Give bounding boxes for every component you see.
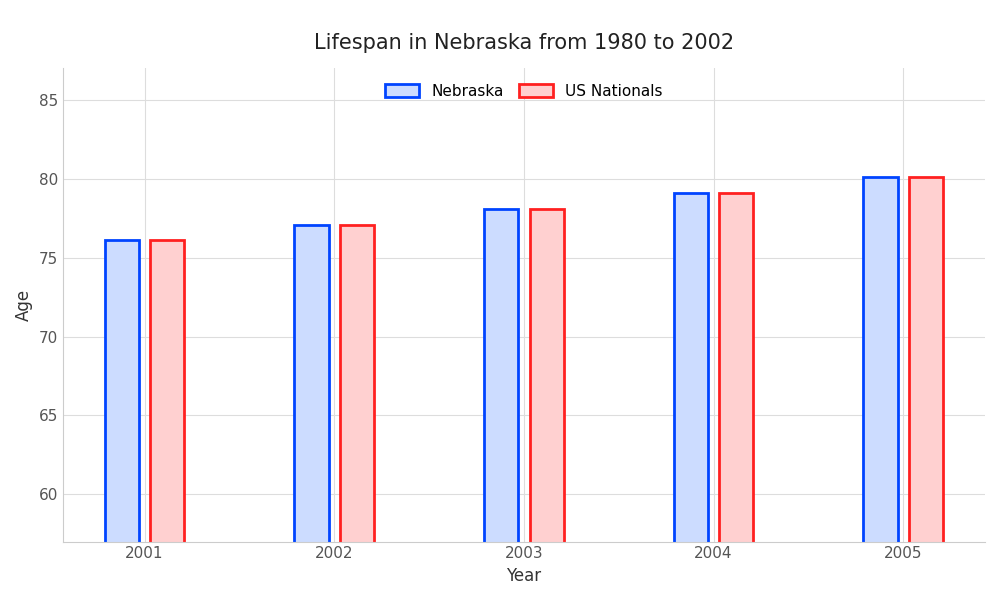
Bar bbox=[530, 209, 564, 600]
Bar bbox=[719, 193, 753, 600]
Title: Lifespan in Nebraska from 1980 to 2002: Lifespan in Nebraska from 1980 to 2002 bbox=[314, 33, 734, 53]
Bar bbox=[340, 224, 374, 600]
Bar bbox=[909, 177, 943, 600]
Legend: Nebraska, US Nationals: Nebraska, US Nationals bbox=[378, 76, 670, 106]
Bar bbox=[150, 241, 184, 600]
X-axis label: Year: Year bbox=[506, 567, 541, 585]
Bar bbox=[294, 224, 329, 600]
Bar bbox=[674, 193, 708, 600]
Bar bbox=[484, 209, 518, 600]
Bar bbox=[863, 177, 898, 600]
Bar bbox=[105, 241, 139, 600]
Y-axis label: Age: Age bbox=[15, 289, 33, 321]
